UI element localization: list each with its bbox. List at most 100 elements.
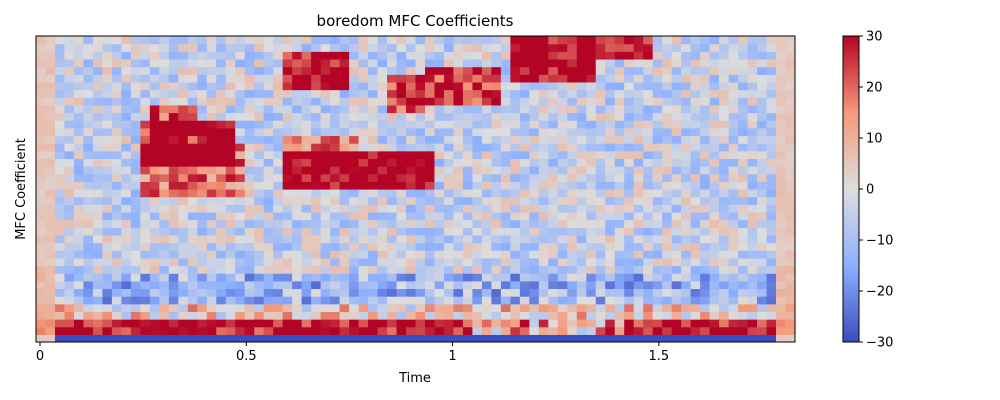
heatmap-cell [472,127,483,137]
heatmap-cell [576,97,587,106]
heatmap-cell [320,265,331,274]
heatmap-cell [443,74,455,83]
heatmap-cell [491,150,502,159]
heatmap-cell [54,135,66,144]
heatmap-cell [757,280,768,290]
heatmap-cell [263,234,274,244]
heatmap-cell [415,66,426,75]
heatmap-cell [519,127,530,137]
heatmap-cell [785,250,795,259]
heatmap-cell [216,219,227,228]
heatmap-cell [282,227,293,236]
heatmap-cell [757,89,768,98]
heatmap-cell [263,227,274,236]
heatmap-cell [728,265,739,274]
heatmap-cell [472,273,483,282]
heatmap-cell [785,257,795,267]
heatmap-cell [396,81,407,91]
heatmap-cell [206,250,217,259]
heatmap-cell [206,112,217,121]
heatmap-cell [320,120,331,129]
heatmap-cell [121,334,132,342]
heatmap-cell [320,250,331,259]
heatmap-cell [462,211,474,221]
heatmap-cell [197,89,208,98]
colorbar-tick-label: 0 [866,183,874,198]
heatmap-cell [776,296,787,305]
heatmap-cell [690,81,701,91]
heatmap-cell [225,296,236,305]
heatmap-cell [728,127,739,137]
heatmap-cell [614,150,625,159]
heatmap-cell [92,334,104,342]
heatmap-cell [576,334,587,342]
heatmap-cell [339,143,350,152]
heatmap-cell [358,81,369,91]
heatmap-cell [614,204,625,213]
heatmap-cell [548,227,559,236]
heatmap-cell [443,296,455,305]
heatmap-cell [140,66,151,75]
heatmap-cell [311,234,322,244]
heatmap-cell [481,257,492,267]
heatmap-cell [358,334,369,342]
heatmap-cell [491,296,502,305]
heatmap-cell [358,280,369,290]
heatmap-cell [130,51,141,60]
heatmap-cell [349,326,360,335]
heatmap-cell [168,120,179,129]
heatmap-cell [36,173,47,182]
heatmap-cell [434,257,445,267]
heatmap-cell [633,326,644,335]
heatmap-cell [235,36,246,45]
heatmap-cell [254,120,265,129]
heatmap-cell [728,81,739,91]
heatmap-cell [387,227,398,236]
heatmap-cell [149,74,160,83]
heatmap-cell [766,81,777,91]
heatmap-cell [728,273,739,282]
heatmap-cell [434,219,445,228]
heatmap-cell [102,58,113,68]
heatmap-cell [206,234,217,244]
heatmap-cell [624,89,635,98]
heatmap-cell [462,43,474,52]
heatmap-cell [728,257,739,267]
heatmap-cell [567,143,578,152]
heatmap-cell [121,219,132,228]
heatmap-cell [121,43,132,52]
heatmap-cell [500,36,511,45]
heatmap-cell [244,112,255,121]
heatmap-cell [557,81,568,91]
heatmap-cell [149,97,160,106]
heatmap-cell [757,211,768,221]
heatmap-cell [282,242,293,251]
heatmap-cell [462,143,474,152]
heatmap-cell [700,127,711,137]
heatmap-cell [605,189,616,198]
heatmap-cell [766,158,777,167]
heatmap-cell [149,127,160,137]
heatmap-cell [64,89,75,98]
heatmap-cell [662,66,673,75]
heatmap-cell [500,89,511,98]
heatmap-cell [358,58,369,68]
heatmap-cell [45,280,56,290]
heatmap-cell [64,234,75,244]
heatmap-cell [614,250,625,259]
heatmap-cell [481,234,492,244]
heatmap-cell [681,334,692,342]
heatmap-cell [557,120,568,129]
heatmap-cell [121,74,132,83]
heatmap-cell [567,288,578,297]
heatmap-cell [652,227,663,236]
heatmap-cell [159,135,170,144]
heatmap-cell [529,211,540,221]
heatmap-cell [130,66,141,75]
heatmap-cell [54,280,66,290]
heatmap-cell [187,288,198,297]
heatmap-cell [443,319,455,328]
heatmap-cell [311,166,322,175]
heatmap-cell [586,234,597,244]
heatmap-cell [273,234,284,244]
